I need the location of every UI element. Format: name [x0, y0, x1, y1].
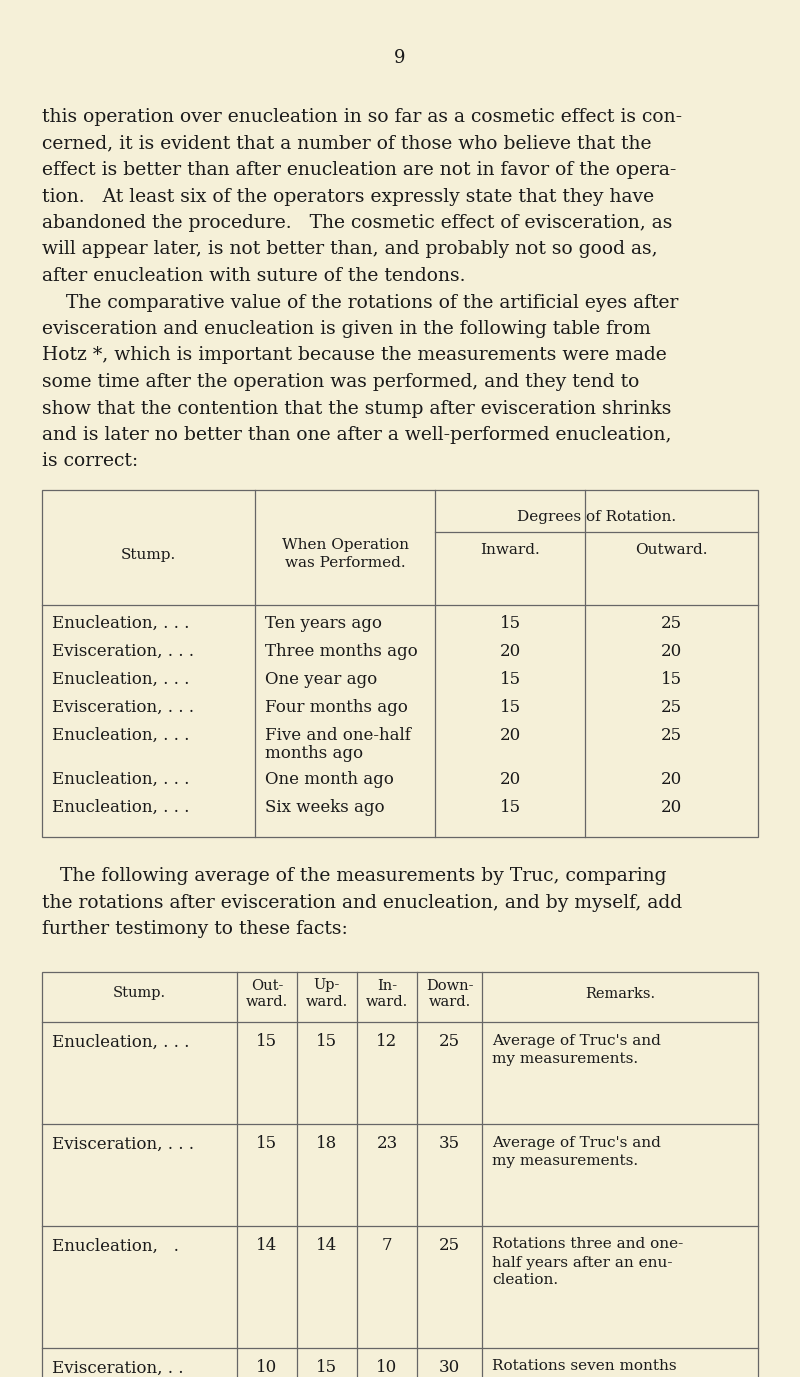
Text: Enucleation, . . .: Enucleation, . . .	[52, 799, 190, 817]
Text: Ten years ago: Ten years ago	[265, 616, 382, 632]
Text: 25: 25	[661, 727, 682, 744]
Text: this operation over enucleation in so far as a cosmetic effect is con-: this operation over enucleation in so fa…	[42, 107, 682, 127]
Text: 14: 14	[316, 1238, 338, 1254]
Text: Evisceration, . .: Evisceration, . .	[52, 1359, 183, 1377]
Text: some time after the operation was performed, and they tend to: some time after the operation was perfor…	[42, 373, 639, 391]
Text: Out-: Out-	[251, 979, 283, 993]
Text: further testimony to these facts:: further testimony to these facts:	[42, 920, 348, 938]
Text: 18: 18	[316, 1136, 338, 1153]
Text: 14: 14	[256, 1238, 278, 1254]
Text: 25: 25	[439, 1034, 460, 1051]
Text: Three months ago: Three months ago	[265, 643, 418, 660]
Text: 10: 10	[376, 1359, 398, 1377]
Text: 7: 7	[382, 1238, 392, 1254]
Text: 12: 12	[376, 1034, 398, 1051]
Text: my measurements.: my measurements.	[492, 1052, 638, 1066]
Text: 30: 30	[439, 1359, 460, 1377]
Text: 15: 15	[257, 1034, 278, 1051]
Text: Stump.: Stump.	[121, 548, 176, 562]
Text: Up-: Up-	[314, 979, 340, 993]
Text: 15: 15	[661, 671, 682, 688]
Text: When Operation: When Operation	[282, 538, 409, 552]
Text: 25: 25	[661, 700, 682, 716]
Text: Stump.: Stump.	[113, 986, 166, 1001]
Text: 15: 15	[317, 1359, 338, 1377]
Text: and is later no better than one after a well-performed enucleation,: and is later no better than one after a …	[42, 425, 671, 443]
Text: 15: 15	[499, 616, 521, 632]
Text: 20: 20	[499, 643, 521, 660]
Text: Rotations seven months: Rotations seven months	[492, 1359, 677, 1373]
Text: 23: 23	[376, 1136, 398, 1153]
Text: Evisceration, . . .: Evisceration, . . .	[52, 1136, 194, 1153]
Text: Enucleation, . . .: Enucleation, . . .	[52, 771, 190, 788]
Text: Average of Truc's and: Average of Truc's and	[492, 1034, 661, 1048]
Text: 25: 25	[661, 616, 682, 632]
Text: In-: In-	[377, 979, 397, 993]
Text: Degrees of Rotation.: Degrees of Rotation.	[517, 509, 676, 525]
Text: the rotations after evisceration and enucleation, and by myself, add: the rotations after evisceration and enu…	[42, 894, 682, 912]
Text: Evisceration, . . .: Evisceration, . . .	[52, 700, 194, 716]
Text: 20: 20	[661, 771, 682, 788]
Text: ward.: ward.	[366, 994, 408, 1008]
Text: ward.: ward.	[428, 994, 470, 1008]
Text: 9: 9	[394, 50, 406, 67]
Text: One month ago: One month ago	[265, 771, 394, 788]
Text: 35: 35	[439, 1136, 460, 1153]
Text: Inward.: Inward.	[480, 543, 540, 558]
Text: Enucleation,   .: Enucleation, .	[52, 1238, 179, 1254]
Text: after enucleation with suture of the tendons.: after enucleation with suture of the ten…	[42, 267, 466, 285]
Text: 15: 15	[499, 700, 521, 716]
Text: 15: 15	[257, 1136, 278, 1153]
Text: Rotations three and one-: Rotations three and one-	[492, 1238, 683, 1252]
Text: 20: 20	[661, 643, 682, 660]
Text: Remarks.: Remarks.	[585, 986, 655, 1001]
Text: months ago: months ago	[265, 745, 363, 761]
Text: Hotz *, which is important because the measurements were made: Hotz *, which is important because the m…	[42, 347, 666, 365]
Text: ward.: ward.	[246, 994, 288, 1008]
Text: Average of Truc's and: Average of Truc's and	[492, 1136, 661, 1150]
Bar	[42, 490, 758, 837]
Text: 25: 25	[439, 1238, 460, 1254]
Text: will appear later, is not better than, and probably not so good as,: will appear later, is not better than, a…	[42, 241, 658, 259]
Text: effect is better than after enucleation are not in favor of the opera-: effect is better than after enucleation …	[42, 161, 676, 179]
Text: was Performed.: was Performed.	[285, 556, 406, 570]
Text: 15: 15	[317, 1034, 338, 1051]
Text: 20: 20	[499, 727, 521, 744]
Text: cleation.: cleation.	[492, 1274, 558, 1287]
Text: 10: 10	[256, 1359, 278, 1377]
Text: abandoned the procedure.   The cosmetic effect of evisceration, as: abandoned the procedure. The cosmetic ef…	[42, 213, 672, 231]
Text: Enucleation, . . .: Enucleation, . . .	[52, 1034, 190, 1051]
Text: Outward.: Outward.	[635, 543, 708, 558]
Text: show that the contention that the stump after evisceration shrinks: show that the contention that the stump …	[42, 399, 671, 417]
Text: The following average of the measurements by Truc, comparing: The following average of the measurement…	[42, 868, 666, 885]
Text: 15: 15	[499, 671, 521, 688]
Text: ward.: ward.	[306, 994, 348, 1008]
Text: Enucleation, . . .: Enucleation, . . .	[52, 616, 190, 632]
Text: my measurements.: my measurements.	[492, 1154, 638, 1168]
Text: One year ago: One year ago	[265, 671, 378, 688]
Text: 20: 20	[499, 771, 521, 788]
Text: Enucleation, . . .: Enucleation, . . .	[52, 671, 190, 688]
Text: Down-: Down-	[426, 979, 474, 993]
Text: The comparative value of the rotations of the artificial eyes after: The comparative value of the rotations o…	[42, 293, 678, 311]
Text: Five and one-half: Five and one-half	[265, 727, 411, 744]
Text: 15: 15	[499, 799, 521, 817]
Text: Four months ago: Four months ago	[265, 700, 408, 716]
Text: Evisceration, . . .: Evisceration, . . .	[52, 643, 194, 660]
Text: half years after an enu-: half years after an enu-	[492, 1256, 673, 1270]
Text: Six weeks ago: Six weeks ago	[265, 799, 385, 817]
Bar	[42, 972, 758, 1377]
Text: cerned, it is evident that a number of those who believe that the: cerned, it is evident that a number of t…	[42, 135, 651, 153]
Text: tion.   At least six of the operators expressly state that they have: tion. At least six of the operators expr…	[42, 187, 654, 205]
Text: evisceration and enucleation is given in the following table from: evisceration and enucleation is given in…	[42, 319, 650, 337]
Text: is correct:: is correct:	[42, 453, 138, 471]
Text: 20: 20	[661, 799, 682, 817]
Text: Enucleation, . . .: Enucleation, . . .	[52, 727, 190, 744]
